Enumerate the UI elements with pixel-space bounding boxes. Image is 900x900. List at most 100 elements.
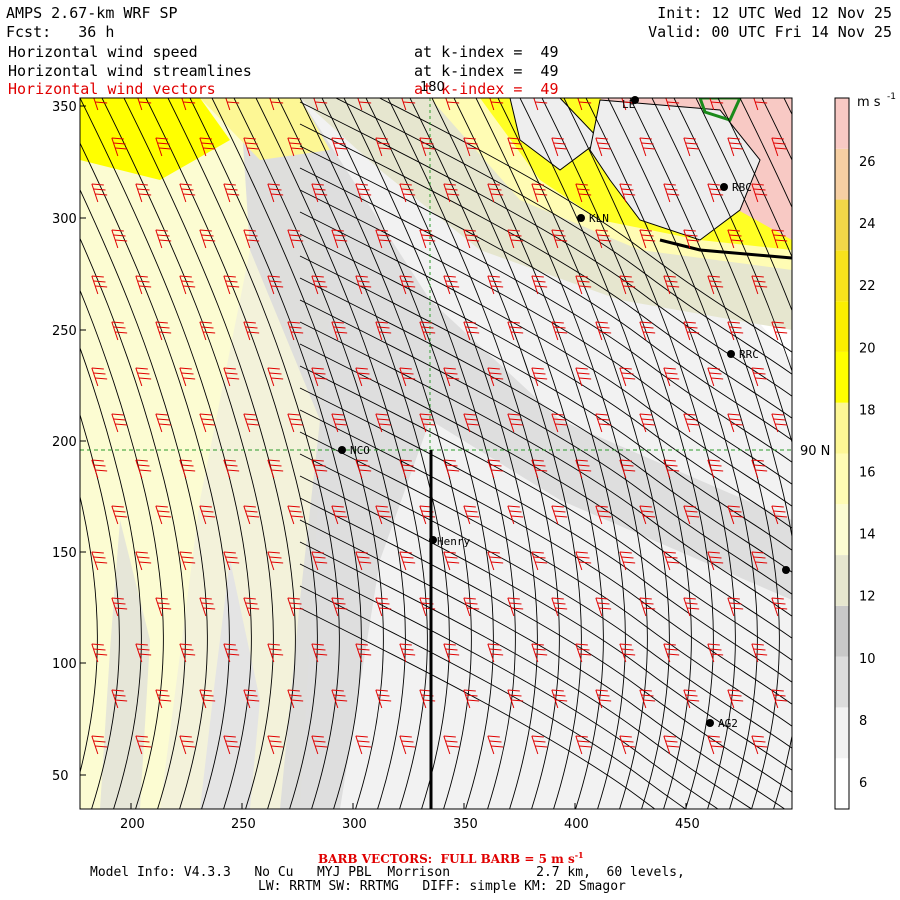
streamline — [167, 98, 340, 809]
wind-barb-flag — [463, 597, 476, 600]
wind-barb-flag — [467, 699, 480, 702]
wind-barb-flag — [643, 515, 656, 518]
wind-barb-flag — [443, 551, 456, 554]
wind-barb-flag — [751, 735, 764, 738]
wind-barb-flag — [489, 188, 502, 191]
wind-barb-flag — [203, 147, 216, 150]
wind-barb — [683, 137, 691, 157]
streamline — [299, 431, 792, 727]
wind-barb-flag — [623, 653, 636, 656]
x-tick-label: 450 — [675, 817, 700, 832]
colorbar-segment — [835, 148, 849, 200]
wind-barb-flag — [727, 137, 740, 140]
wind-barb-flag — [313, 648, 326, 651]
streamline — [378, 98, 792, 353]
wind-barb-flag — [135, 367, 148, 370]
wind-barb-flag — [639, 413, 652, 416]
wind-barb-flag — [731, 331, 744, 334]
wind-barb-flag — [225, 740, 238, 743]
wind-barb-flag — [533, 372, 546, 375]
wind-barb-flag — [551, 137, 564, 140]
wind-barb-flag — [111, 413, 124, 416]
wind-barb — [619, 459, 627, 479]
wind-barb-flag — [287, 689, 300, 692]
streamline — [299, 255, 792, 551]
wind-barb — [155, 505, 163, 525]
wind-barb-flag — [621, 648, 634, 651]
wind-barb-flag — [511, 515, 524, 518]
wind-barb-flag — [447, 377, 460, 380]
colorbar-tick-label: 26 — [859, 155, 876, 170]
wind-barb-flag — [509, 602, 522, 605]
streamline — [80, 412, 120, 809]
wind-barb-flag — [551, 413, 564, 416]
wind-barb-flag — [400, 92, 412, 93]
wind-barb — [707, 459, 715, 479]
wind-barb-flag — [487, 735, 500, 738]
wind-barb-flag — [685, 510, 698, 513]
wind-barb-flag — [331, 413, 344, 416]
wind-barb — [595, 229, 603, 249]
wind-barb — [443, 459, 451, 479]
wind-barb-flag — [203, 607, 216, 610]
wind-barb-flag — [159, 607, 172, 610]
station-rrc-marker[interactable] — [727, 350, 735, 358]
wind-barb-flag — [183, 469, 196, 472]
wind-barb — [443, 643, 451, 663]
wind-barb-flag — [333, 326, 346, 329]
wind-barb-flag — [511, 607, 524, 610]
wind-barb — [419, 689, 427, 709]
wind-barb — [575, 643, 583, 663]
station-ag2-marker[interactable] — [706, 719, 714, 727]
field-level-vectors: at k-index = 49 — [414, 80, 559, 98]
streamline — [299, 145, 792, 441]
streamline — [299, 365, 792, 661]
wind-barb-flag — [465, 602, 478, 605]
station-rbc-marker[interactable] — [720, 183, 728, 191]
wind-barb-flag — [289, 326, 302, 329]
wind-barb-flag — [599, 699, 612, 702]
wind-barb-flag — [445, 648, 458, 651]
wind-barb — [181, 98, 187, 111]
wind-barb-flag — [511, 423, 524, 426]
wind-barb-flag — [95, 377, 108, 380]
wind-barb — [727, 689, 735, 709]
wind-barb-flag — [247, 239, 260, 242]
wind-barb-flag — [773, 418, 786, 421]
wind-barb — [91, 183, 99, 203]
wind-barb-flag — [667, 561, 680, 564]
wind-barb-flag — [421, 142, 434, 145]
streamline — [0, 98, 9, 820]
wind-barb-flag — [711, 469, 724, 472]
wind-barb — [487, 275, 495, 295]
wind-barb-flag — [663, 735, 676, 738]
station-nco-marker[interactable] — [338, 446, 346, 454]
wind-barb-flag — [203, 699, 216, 702]
wind-barb — [595, 321, 603, 341]
wind-barb — [355, 735, 363, 755]
wind-barb-flag — [93, 648, 106, 651]
station-edge-marker[interactable] — [782, 566, 790, 574]
wind-barb-flag — [183, 745, 196, 748]
station-kln-marker[interactable] — [577, 214, 585, 222]
wind-barb-flag — [243, 505, 256, 508]
wind-barb-flag — [287, 229, 300, 232]
wind-barb — [267, 275, 275, 295]
station-henry-marker[interactable] — [429, 536, 437, 544]
station-henry-label: Henry — [437, 535, 470, 548]
wind-barb-flag — [727, 689, 740, 692]
wind-barb-flag — [491, 653, 504, 656]
wind-barb — [311, 275, 319, 295]
wind-barb — [507, 229, 515, 249]
x-tick-label: 200 — [120, 817, 145, 832]
wind-barb-flag — [203, 423, 216, 426]
wind-barb-flag — [463, 505, 476, 508]
wind-barb-flag — [731, 699, 744, 702]
field-name-vectors: Horizontal wind vectors — [8, 80, 216, 98]
wind-barb-flag — [555, 607, 568, 610]
wind-barb-flag — [183, 285, 196, 288]
colorbar-tick-label: 6 — [859, 776, 867, 791]
wind-barb-flag — [551, 321, 564, 324]
wind-barb-flag — [775, 699, 788, 702]
wind-barb-flag — [595, 137, 608, 140]
